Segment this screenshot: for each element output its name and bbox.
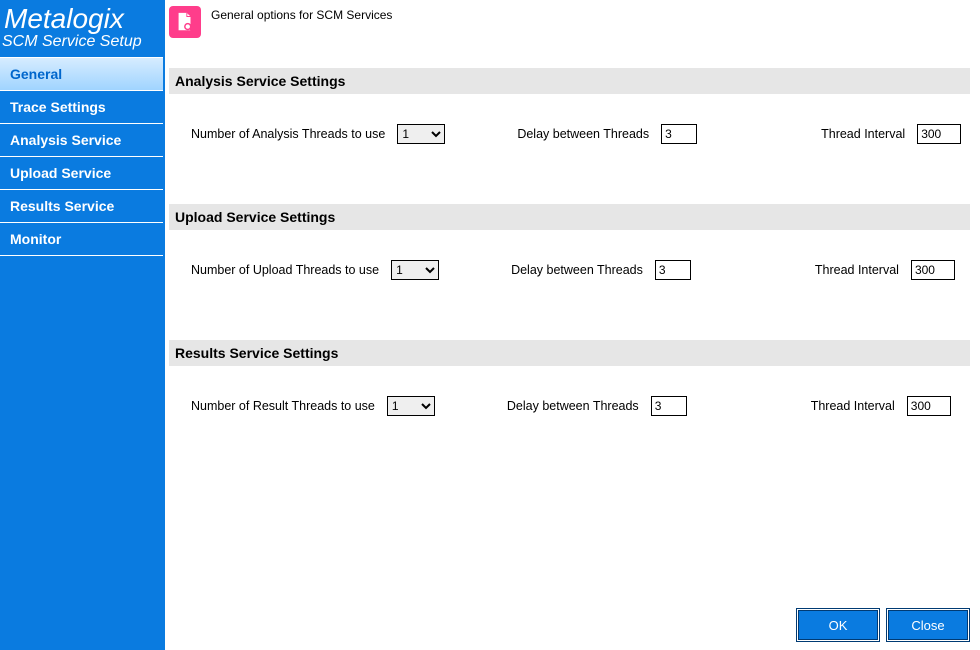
upload-delay-input[interactable] xyxy=(655,260,691,280)
sidebar-item-label: General xyxy=(10,66,62,82)
main-panel: General options for SCM Services Analysi… xyxy=(165,0,980,650)
sidebar-item-label: Analysis Service xyxy=(10,132,121,148)
upload-interval-input[interactable] xyxy=(911,260,955,280)
page-header: General options for SCM Services xyxy=(169,6,970,38)
brand-subtitle: SCM Service Setup xyxy=(0,33,163,57)
upload-delay-label: Delay between Threads xyxy=(511,263,643,277)
sidebar: Metalogix SCM Service Setup General Trac… xyxy=(0,0,165,650)
footer-buttons: OK Close xyxy=(798,610,968,640)
upload-threads-label: Number of Upload Threads to use xyxy=(191,263,379,277)
section-title-upload: Upload Service Settings xyxy=(169,204,970,230)
upload-fields: Number of Upload Threads to use 1 Delay … xyxy=(169,260,970,280)
app-root: Metalogix SCM Service Setup General Trac… xyxy=(0,0,980,650)
sidebar-item-label: Results Service xyxy=(10,198,114,214)
close-button-label: Close xyxy=(911,618,944,633)
upload-interval-label: Thread Interval xyxy=(815,263,899,277)
close-button[interactable]: Close xyxy=(888,610,968,640)
section-title-analysis: Analysis Service Settings xyxy=(169,68,970,94)
nav: General Trace Settings Analysis Service … xyxy=(0,57,163,256)
analysis-interval-input[interactable] xyxy=(917,124,961,144)
analysis-delay-input[interactable] xyxy=(661,124,697,144)
ok-button-label: OK xyxy=(829,618,848,633)
sidebar-item-analysis-service[interactable]: Analysis Service xyxy=(0,124,163,157)
document-search-icon xyxy=(174,11,196,33)
analysis-interval-label: Thread Interval xyxy=(821,127,905,141)
sidebar-item-monitor[interactable]: Monitor xyxy=(0,223,163,256)
results-interval-label: Thread Interval xyxy=(811,399,895,413)
upload-threads-select[interactable]: 1 xyxy=(391,260,439,280)
sidebar-item-trace-settings[interactable]: Trace Settings xyxy=(0,91,163,124)
results-interval-input[interactable] xyxy=(907,396,951,416)
sidebar-item-upload-service[interactable]: Upload Service xyxy=(0,157,163,190)
page-icon xyxy=(169,6,201,38)
results-threads-label: Number of Result Threads to use xyxy=(191,399,375,413)
analysis-threads-select[interactable]: 1 xyxy=(397,124,445,144)
analysis-threads-label: Number of Analysis Threads to use xyxy=(191,127,385,141)
page-title: General options for SCM Services xyxy=(211,6,392,22)
sidebar-item-general[interactable]: General xyxy=(0,58,163,91)
results-delay-label: Delay between Threads xyxy=(507,399,639,413)
sidebar-item-label: Trace Settings xyxy=(10,99,106,115)
results-delay-input[interactable] xyxy=(651,396,687,416)
ok-button[interactable]: OK xyxy=(798,610,878,640)
analysis-delay-label: Delay between Threads xyxy=(517,127,649,141)
section-analysis: Analysis Service Settings Number of Anal… xyxy=(169,68,970,144)
analysis-fields: Number of Analysis Threads to use 1 Dela… xyxy=(169,124,970,144)
results-threads-select[interactable]: 1 xyxy=(387,396,435,416)
section-results: Results Service Settings Number of Resul… xyxy=(169,340,970,416)
sidebar-item-label: Upload Service xyxy=(10,165,111,181)
section-upload: Upload Service Settings Number of Upload… xyxy=(169,204,970,280)
sidebar-item-label: Monitor xyxy=(10,231,61,247)
sidebar-item-results-service[interactable]: Results Service xyxy=(0,190,163,223)
results-fields: Number of Result Threads to use 1 Delay … xyxy=(169,396,970,416)
brand-title: Metalogix xyxy=(0,0,163,33)
section-title-results: Results Service Settings xyxy=(169,340,970,366)
